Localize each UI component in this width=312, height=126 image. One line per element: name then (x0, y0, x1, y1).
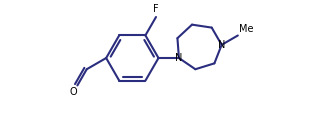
Text: N: N (218, 40, 225, 50)
Text: N: N (175, 53, 183, 63)
Text: O: O (70, 87, 77, 97)
Text: F: F (153, 4, 159, 14)
Text: Me: Me (239, 24, 254, 34)
